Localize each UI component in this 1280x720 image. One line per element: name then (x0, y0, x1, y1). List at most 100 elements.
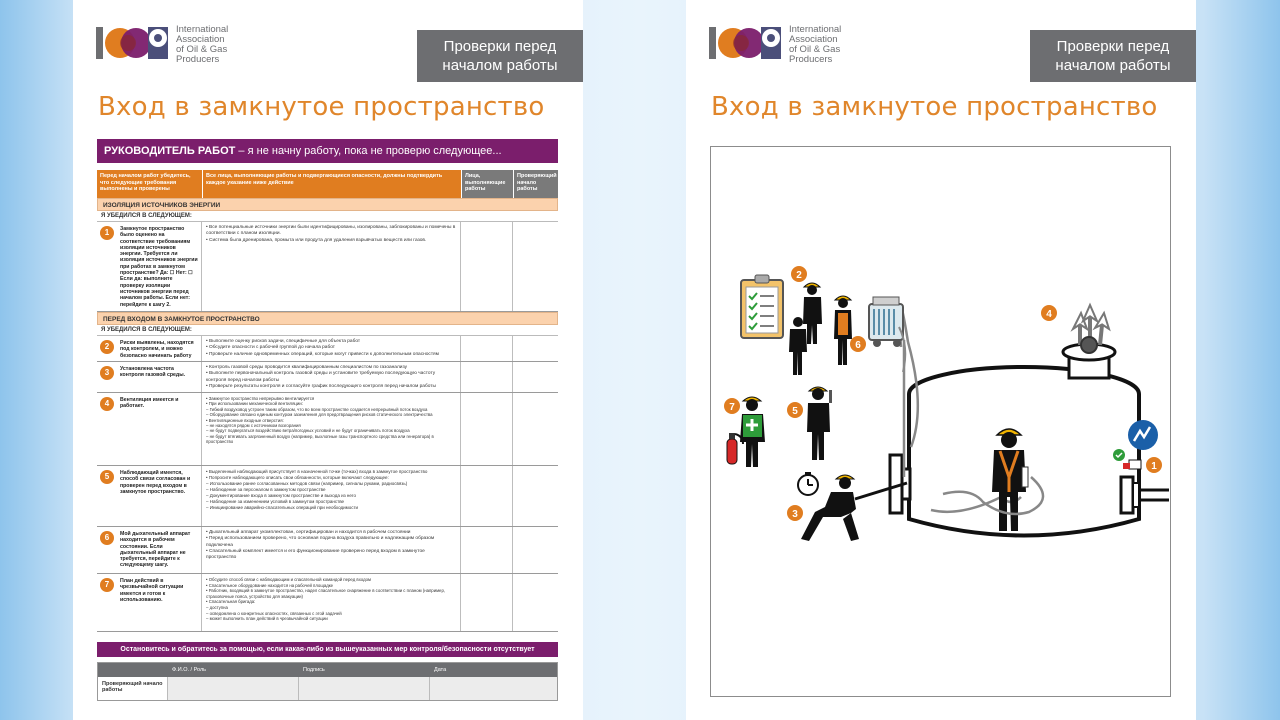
prework-checks-badge: Проверки перед началом работы (417, 30, 583, 82)
header-workers: Лица, выполняющие работы (461, 170, 513, 198)
gas-isolation-sign-icon (1113, 420, 1169, 515)
signature-header-name: Ф.И.О. / Роль (172, 667, 207, 673)
signature-row-label: Проверяющий начало работы (98, 677, 168, 700)
signature-header-date: Дата (434, 667, 447, 673)
signature-row: Проверяющий начало работы (98, 677, 557, 700)
worker-check-cell[interactable] (461, 466, 513, 526)
verifier-check-cell[interactable] (513, 222, 558, 311)
condition-text: Мой дыхательный аппарат находится в рабо… (120, 531, 191, 569)
table-row: 3 Установлена частота контроля газовой с… (97, 362, 558, 393)
step-number: 3 (100, 366, 114, 380)
iogp-logo-text: International Association of Oil & Gas P… (789, 24, 842, 65)
table-header: Перед началом работ убедитесь, что следу… (97, 170, 558, 198)
iogp-logo-mark (709, 27, 781, 59)
condition-text: Замкнутое пространство было оценено на с… (120, 226, 198, 308)
table-row: 2 Риски выявлены, находятся под контроле… (97, 336, 558, 362)
verifier-check-cell[interactable] (513, 466, 558, 526)
confirm-label: Я УБЕДИЛСЯ В СЛЕДУЮЩЕМ: (97, 211, 558, 222)
worker-check-cell[interactable] (461, 362, 513, 392)
requirements-text: • Выделенный наблюдающий присутствует в … (202, 466, 461, 526)
step-marker-4: 4 (1041, 305, 1057, 321)
confined-space-illustration: 2 6 4 7 5 3 1 (710, 146, 1171, 697)
requirements-text: • Дыхательный аппарат укомплектован, сер… (202, 527, 461, 573)
svg-text:2: 2 (796, 270, 802, 281)
worker-check-cell[interactable] (461, 222, 513, 311)
prework-checks-badge: Проверки перед началом работы (1030, 30, 1196, 82)
signature-header-blank (98, 663, 168, 677)
requirements-text: • Выполните оценку рисков задачи, специф… (202, 336, 461, 361)
header-verifier: Проверяющий начало работы (513, 170, 558, 198)
requirements-text: • Контроль газовой среды проводится квал… (202, 362, 461, 392)
step-number: 7 (100, 578, 114, 592)
worker-check-cell[interactable] (461, 393, 513, 465)
condition-text: Наблюдающий имеется, способ связи соглас… (120, 470, 191, 495)
verifier-check-cell[interactable] (513, 574, 558, 631)
svg-text:3: 3 (792, 509, 798, 520)
right-page-illustration: International Association of Oil & Gas P… (686, 0, 1196, 720)
signature-field[interactable] (299, 677, 430, 700)
table-row: 4 Вентиляция имеется и работает. • Замкн… (97, 393, 558, 466)
requirements-text: • Замкнутое пространство непрерывно вент… (202, 393, 461, 465)
step-marker-5: 5 (787, 402, 803, 418)
section-energy-isolation: ИЗОЛЯЦИЯ ИСТОЧНИКОВ ЭНЕРГИИ (97, 198, 558, 211)
svg-text:6: 6 (855, 340, 861, 351)
attendant-worker (807, 386, 832, 460)
section-before-entry: ПЕРЕД ВХОДОМ В ЗАМКНУТОЕ ПРОСТРАНСТВО (97, 312, 558, 325)
worker-check-cell[interactable] (461, 527, 513, 573)
row-condition: 4 Вентиляция имеется и работает. (97, 393, 202, 465)
step-marker-1: 1 (1146, 457, 1162, 473)
iogp-logo-text: International Association of Oil & Gas P… (176, 24, 229, 65)
row-condition: 7 План действий в чрезвычайной ситуации … (97, 574, 202, 631)
work-team-workers (789, 282, 853, 375)
step-marker-3: 3 (787, 505, 803, 521)
supervisor-statement: – я не начну работу, пока не проверю сле… (235, 145, 502, 157)
svg-text:1: 1 (1151, 461, 1157, 472)
svg-text:4: 4 (1046, 309, 1052, 320)
fire-extinguisher-icon (726, 433, 744, 465)
row-condition: 1 Замкнутое пространство было оценено на… (97, 222, 202, 311)
step-marker-2: 2 (791, 266, 807, 282)
gas-testing-worker (801, 474, 908, 541)
header-condition: Перед началом работ убедитесь, что следу… (97, 170, 202, 198)
ventilation-fan-icon (1070, 302, 1111, 354)
row-condition: 3 Установлена частота контроля газовой с… (97, 362, 202, 392)
iogp-logo-mark (96, 27, 168, 59)
verifier-check-cell[interactable] (513, 527, 558, 573)
verifier-check-cell[interactable] (513, 393, 558, 465)
table-row: 6 Мой дыхательный аппарат находится в ра… (97, 527, 558, 574)
requirements-text: • Обсудите способ связи с наблюдающим и … (202, 574, 461, 631)
table-row: 7 План действий в чрезвычайной ситуации … (97, 574, 558, 632)
signature-header-sign: Подпись (303, 667, 325, 673)
left-page-checklist: International Association of Oil & Gas P… (73, 0, 583, 720)
stopwatch-icon (797, 472, 819, 496)
worker-check-cell[interactable] (461, 336, 513, 361)
checklist-table: Перед началом работ убедитесь, что следу… (97, 170, 558, 632)
table-row: 5 Наблюдающий имеется, способ связи согл… (97, 466, 558, 527)
step-marker-7: 7 (724, 398, 740, 414)
row-condition: 5 Наблюдающий имеется, способ связи согл… (97, 466, 202, 526)
svg-text:5: 5 (792, 406, 798, 417)
verifier-check-cell[interactable] (513, 362, 558, 392)
requirements-text: • Все потенциальные источники энергии бы… (202, 222, 461, 311)
step-number: 6 (100, 531, 114, 545)
signature-table: Ф.И.О. / Роль Подпись Дата Проверяющий н… (97, 662, 558, 701)
condition-text: Установлена частота контроля газовой сре… (120, 366, 186, 379)
worker-check-cell[interactable] (461, 574, 513, 631)
page-title: Вход в замкнутое пространство (98, 92, 545, 122)
condition-text: Вентиляция имеется и работает. (120, 397, 179, 410)
date-field[interactable] (430, 677, 557, 700)
step-number: 2 (100, 340, 114, 354)
svg-text:7: 7 (729, 402, 735, 413)
signature-header: Ф.И.О. / Роль Подпись Дата (98, 663, 557, 677)
name-field[interactable] (168, 677, 299, 700)
condition-text: Риски выявлены, находятся под контролем,… (120, 340, 194, 359)
step-number: 1 (100, 226, 114, 240)
table-row: 1 Замкнутое пространство было оценено на… (97, 222, 558, 312)
gas-detector-icon (868, 296, 904, 347)
supervisor-label: РУКОВОДИТЕЛЬ РАБОТ (104, 145, 236, 157)
verifier-check-cell[interactable] (513, 336, 558, 361)
row-condition: 6 Мой дыхательный аппарат находится в ра… (97, 527, 202, 573)
stop-work-banner: Остановитесь и обратитесь за помощью, ес… (97, 642, 558, 657)
rescue-worker (740, 396, 765, 467)
clipboard-checklist-icon (740, 274, 784, 339)
